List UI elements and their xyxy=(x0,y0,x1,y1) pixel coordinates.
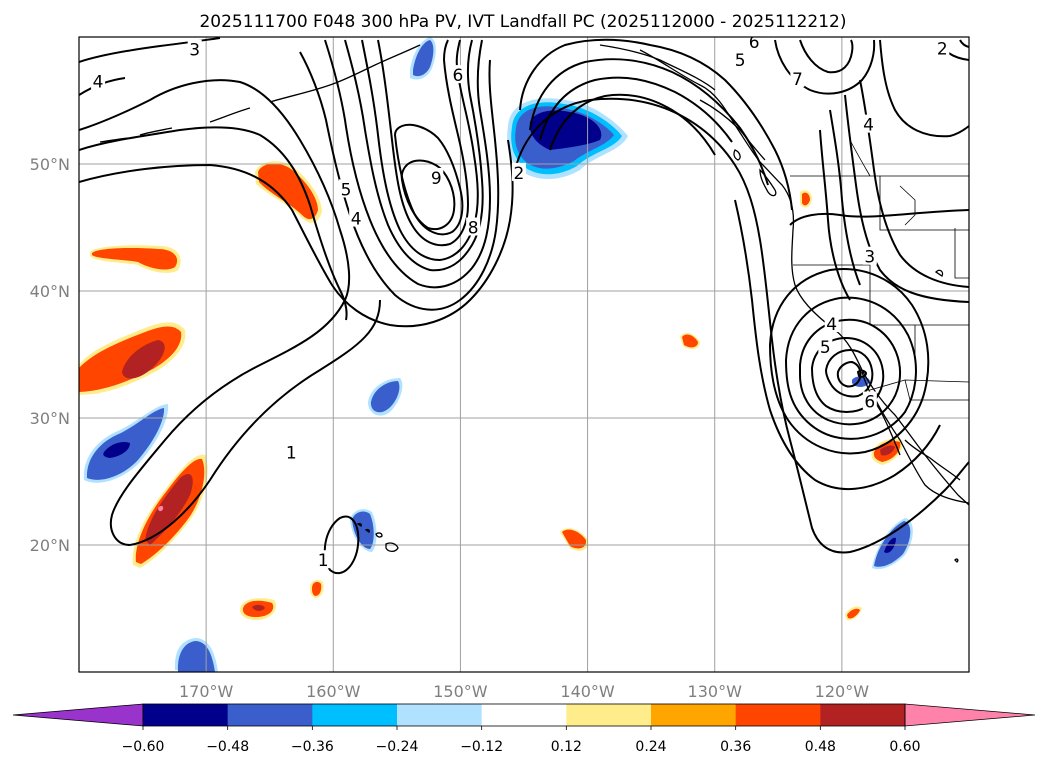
lat-tick-label: 30°N xyxy=(30,409,70,428)
contour-label: 3 xyxy=(864,248,875,268)
neg-anomaly-west-pacific xyxy=(83,404,169,483)
contour-label-bg xyxy=(466,217,481,236)
colorbar-extend-low xyxy=(12,703,144,727)
contour-label-bg xyxy=(935,38,950,57)
pos-anomaly-west-1 xyxy=(90,245,181,273)
colorbar-segment xyxy=(735,704,821,726)
contour-label-bg xyxy=(862,391,877,410)
map-title: 2025111700 F048 300 hPa PV, IVT Landfall… xyxy=(199,12,846,32)
colorbar-segment xyxy=(397,704,483,726)
contour-label: 4 xyxy=(93,72,104,92)
contour-label-bg xyxy=(349,208,364,227)
contour-label-bg xyxy=(818,336,833,355)
contour-label: 6 xyxy=(864,392,875,412)
lon-tick-label: 150°W xyxy=(433,682,488,701)
contour-label-bg xyxy=(747,37,762,51)
contour-label: 5 xyxy=(820,338,831,358)
contour-label-bg xyxy=(91,71,106,90)
lat-tick-label: 20°N xyxy=(30,536,70,555)
contour-label-bg xyxy=(284,442,299,461)
latitude-tick-labels: 20°N 30°N 40°N 50°N xyxy=(30,155,70,555)
contour-label: 6 xyxy=(452,66,463,86)
colorbar-segment xyxy=(227,704,313,726)
colorbar-segment xyxy=(481,704,567,726)
lon-tick-label: 170°W xyxy=(179,682,234,701)
colorbar-tick-label: 0.60 xyxy=(889,739,920,755)
contour-label: 1 xyxy=(286,443,297,463)
contour-label: 8 xyxy=(468,219,479,239)
contour-label: 9 xyxy=(431,169,442,189)
contour-label: 5 xyxy=(735,51,746,71)
contour-label-bg xyxy=(733,49,748,68)
contour-label: 4 xyxy=(863,116,874,136)
contour-label-bg xyxy=(429,167,444,186)
colorbar-tick-label: 0.36 xyxy=(720,739,751,755)
colorbar-tick-label: 0.48 xyxy=(805,739,836,755)
graticule xyxy=(79,37,969,672)
contour-label: 4 xyxy=(826,315,837,335)
contour-label-bg xyxy=(339,179,353,198)
colorbar: −0.60 −0.48 −0.36 −0.24 −0.12 0.12 0.24 0.36 0.4… xyxy=(12,703,1036,755)
neg-anomaly-gulf-of-alaska xyxy=(507,98,628,179)
contour-label-bg xyxy=(862,246,877,265)
political-borders xyxy=(790,139,969,401)
contour-label: 3 xyxy=(189,41,200,61)
colorbar-tick-label: −0.24 xyxy=(376,739,419,755)
shaded-fields xyxy=(79,37,913,672)
contour-label-bg xyxy=(316,550,331,569)
contour-label-bg xyxy=(511,162,526,181)
lon-tick-label: 160°W xyxy=(306,682,361,701)
neg-anomaly-alaska xyxy=(410,37,436,80)
contour-label: 7 xyxy=(792,70,803,90)
contour-label-bg xyxy=(790,68,805,87)
lon-tick-label: 130°W xyxy=(688,682,743,701)
colorbar-tick-label: 0.12 xyxy=(551,739,582,755)
lon-tick-label: 140°W xyxy=(560,682,615,701)
colorbar-segment xyxy=(651,704,737,726)
contour-label-bg xyxy=(861,114,876,133)
lat-tick-label: 40°N xyxy=(30,282,70,301)
colorbar-segment xyxy=(566,704,652,726)
contour-label: 6 xyxy=(749,33,760,53)
map-frame xyxy=(78,36,970,673)
colorbar-tick-label: −0.60 xyxy=(122,739,165,755)
colorbar-tick-label: −0.12 xyxy=(460,739,503,755)
longitude-tick-labels: 170°W 160°W 150°W 140°W 130°W 120°W xyxy=(179,682,869,701)
lon-tick-label: 120°W xyxy=(815,682,870,701)
contour-label-bg xyxy=(824,314,839,333)
colorbar-tick-label: −0.36 xyxy=(291,739,334,755)
colorbar-segment xyxy=(312,704,398,726)
lat-tick-label: 50°N xyxy=(30,155,70,174)
contour-label: 5 xyxy=(341,180,352,200)
colorbar-frame xyxy=(142,703,906,727)
colorbar-extend-high xyxy=(904,703,1036,727)
contour-label-bg xyxy=(450,65,465,84)
contour-label: 4 xyxy=(351,210,362,230)
colorbar-segment xyxy=(820,704,906,726)
colorbar-tick-label: −0.48 xyxy=(206,739,249,755)
contour-label-bg xyxy=(187,39,202,58)
colorbar-segment xyxy=(143,704,229,726)
contour-label: 2 xyxy=(937,39,948,59)
colorbar-tick-label: 0.24 xyxy=(635,739,666,755)
contour-label: 1 xyxy=(318,551,329,571)
pos-anomaly-west-2 xyxy=(79,322,186,395)
contour-label: 2 xyxy=(514,164,525,184)
pos-anomaly-north xyxy=(255,161,322,223)
